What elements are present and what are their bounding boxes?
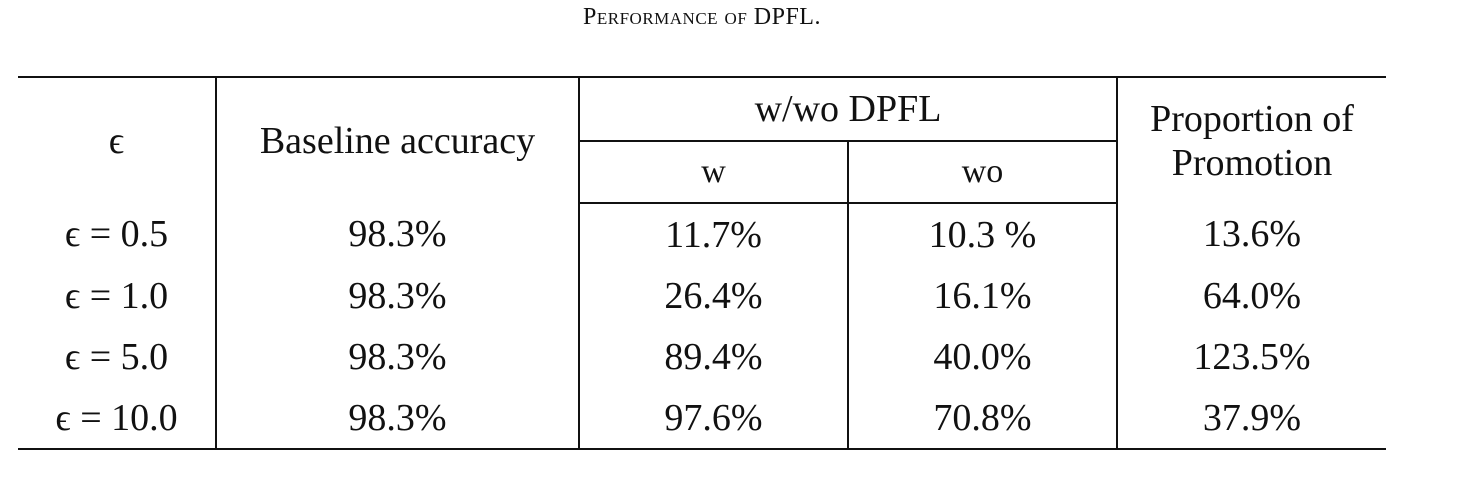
cell-proportion: 64.0% [1202,274,1302,317]
cell-wo: 40.0% [848,326,1118,387]
cell-wo: 70.8% [848,387,1118,450]
cell-baseline: 98.3% [216,387,580,450]
cell-epsilon: ϵ = 10.0 [18,387,217,450]
table-row: ϵ = 0.5 98.3% 11.7% 10.3 % 13.6% [18,203,1386,265]
header-wo: wo [848,141,1118,204]
table-row: ϵ = 1.0 98.3% 26.4% 16.1% 64.0% [18,265,1386,326]
cell-wo: 16.1% [848,265,1118,326]
results-table: ϵ Baseline accuracy w/wo DPFL Proportion… [18,76,1386,450]
header-epsilon: ϵ [18,76,217,203]
cell-proportion: 13.6% [1202,213,1302,255]
cell-epsilon: ϵ = 5.0 [18,326,217,387]
header-w: w [579,141,849,204]
cell-baseline: 98.3% [216,265,580,326]
header-proportion-of-promotion: Proportion of Promotion [1117,76,1386,203]
cell-baseline: 98.3% [216,326,580,387]
header-baseline-accuracy: Baseline accuracy [216,76,580,203]
cell-baseline: 98.3% [216,203,580,265]
cell-proportion: 37.9% [1117,387,1386,450]
cell-wo: 10.3 % [848,203,1118,265]
cell-w: 89.4% [579,326,849,387]
table-caption: Performance of DPFL. [583,4,821,30]
cell-w: 26.4% [579,265,849,326]
table-row: ϵ = 5.0 98.3% 89.4% 40.0% 123.5% [18,326,1386,387]
cell-w: 11.7% [579,203,849,265]
cell-epsilon: ϵ = 1.0 [18,265,217,326]
cell-w: 97.6% [579,387,849,450]
cell-epsilon: ϵ = 0.5 [18,203,217,265]
cell-proportion: 123.5% [1193,335,1311,378]
table-row: ϵ = 10.0 98.3% 97.6% 70.8% 37.9% [18,387,1386,450]
header-w-wo-dpfl: w/wo DPFL [579,76,1118,142]
